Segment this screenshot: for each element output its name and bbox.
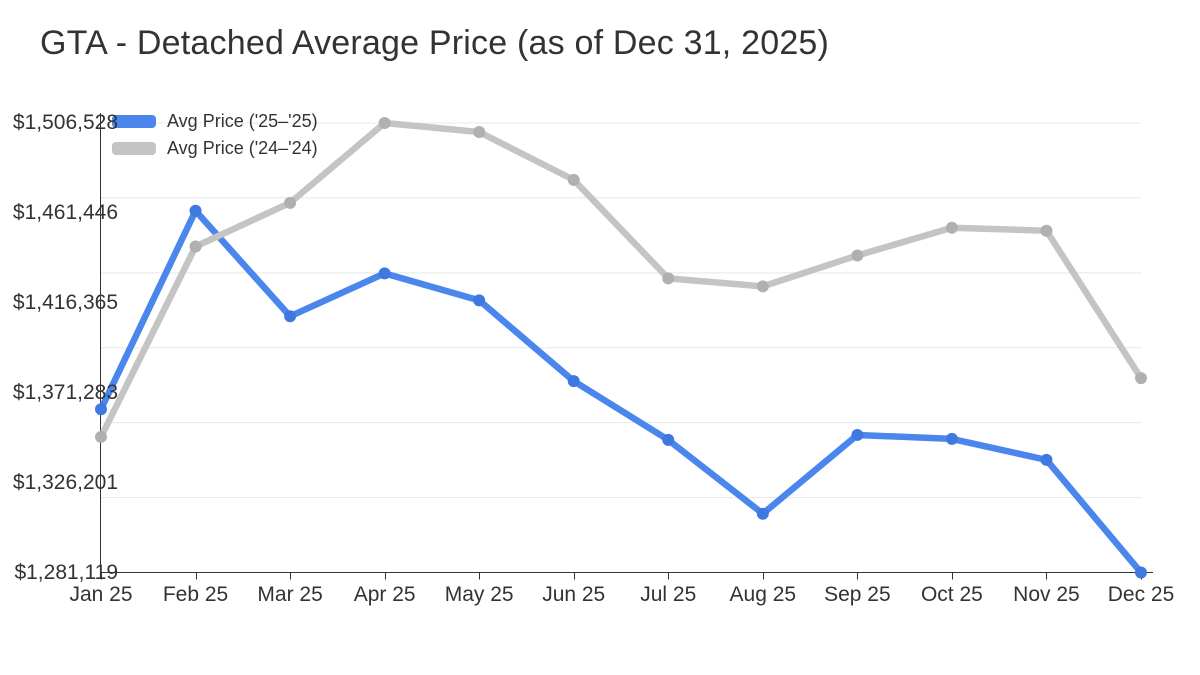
y-axis-label: $1,326,201 <box>12 470 118 494</box>
legend-item-25[interactable]: Avg Price ('25–'25) <box>112 108 318 135</box>
data-point-s1-jan-25[interactable] <box>95 430 107 443</box>
y-axis-label: $1,506,528 <box>12 111 118 134</box>
x-axis-label: Sep 25 <box>824 583 891 606</box>
data-point-s1-aug-25[interactable] <box>756 280 769 293</box>
series-line-1[interactable] <box>97 119 1145 441</box>
legend-label-24: Avg Price ('24–'24) <box>167 138 318 158</box>
data-point-s0-oct-25[interactable] <box>945 432 958 445</box>
x-axis-label: Aug 25 <box>729 583 797 606</box>
data-point-s1-mar-25[interactable] <box>284 196 297 209</box>
series-line-0[interactable] <box>97 207 1145 576</box>
data-point-s0-feb-25[interactable] <box>189 204 202 217</box>
x-axis-label: Mar 25 <box>257 583 323 606</box>
x-axis-label: Dec 25 <box>1107 583 1175 606</box>
data-point-s0-apr-25[interactable] <box>378 267 391 280</box>
data-point-s0-dec-25[interactable] <box>1135 566 1147 579</box>
data-point-s1-nov-25[interactable] <box>1040 224 1053 237</box>
data-point-s1-oct-25[interactable] <box>945 221 958 234</box>
data-point-s1-may-25[interactable] <box>473 126 486 139</box>
data-point-s1-jun-25[interactable] <box>567 173 580 186</box>
x-axis-label: Nov 25 <box>1013 583 1080 606</box>
data-point-s0-jan-25[interactable] <box>95 403 107 416</box>
y-axis-label: $1,371,283 <box>12 380 118 404</box>
data-point-s1-apr-25[interactable] <box>378 117 391 129</box>
data-point-s0-jun-25[interactable] <box>567 375 580 388</box>
x-axis-label: Jan 25 <box>69 583 133 606</box>
data-point-s0-nov-25[interactable] <box>1040 453 1053 466</box>
x-axis-label: May 25 <box>444 583 514 606</box>
chart-title: GTA - Detached Average Price (as of Dec … <box>40 24 830 62</box>
legend-item-24[interactable]: Avg Price ('24–'24) <box>112 135 318 162</box>
legend-swatch-24-icon <box>112 142 156 155</box>
data-point-s0-jul-25[interactable] <box>662 433 675 446</box>
y-axis-label: $1,281,119 <box>14 560 118 584</box>
x-axis-label: Jul 25 <box>640 583 697 606</box>
y-axis-label: $1,461,446 <box>12 200 118 224</box>
data-point-s0-may-25[interactable] <box>473 294 486 307</box>
data-point-s0-aug-25[interactable] <box>756 507 769 520</box>
x-axis-label: Jun 25 <box>542 583 606 606</box>
x-axis-label: Apr 25 <box>353 583 416 606</box>
y-axis-label: $1,416,365 <box>12 290 118 314</box>
data-point-s1-jul-25[interactable] <box>662 272 675 285</box>
x-axis-label: Oct 25 <box>920 583 983 606</box>
data-point-s1-dec-25[interactable] <box>1135 372 1147 385</box>
data-point-s0-mar-25[interactable] <box>284 310 297 323</box>
legend-swatch-25-icon <box>112 115 156 128</box>
data-point-s1-feb-25[interactable] <box>189 240 202 253</box>
legend-label-25: Avg Price ('25–'25) <box>167 111 318 131</box>
data-point-s0-sep-25[interactable] <box>851 428 864 441</box>
x-axis-label: Feb 25 <box>162 583 229 606</box>
legend: Avg Price ('25–'25) Avg Price ('24–'24) <box>112 108 318 162</box>
data-point-s1-sep-25[interactable] <box>851 249 864 262</box>
